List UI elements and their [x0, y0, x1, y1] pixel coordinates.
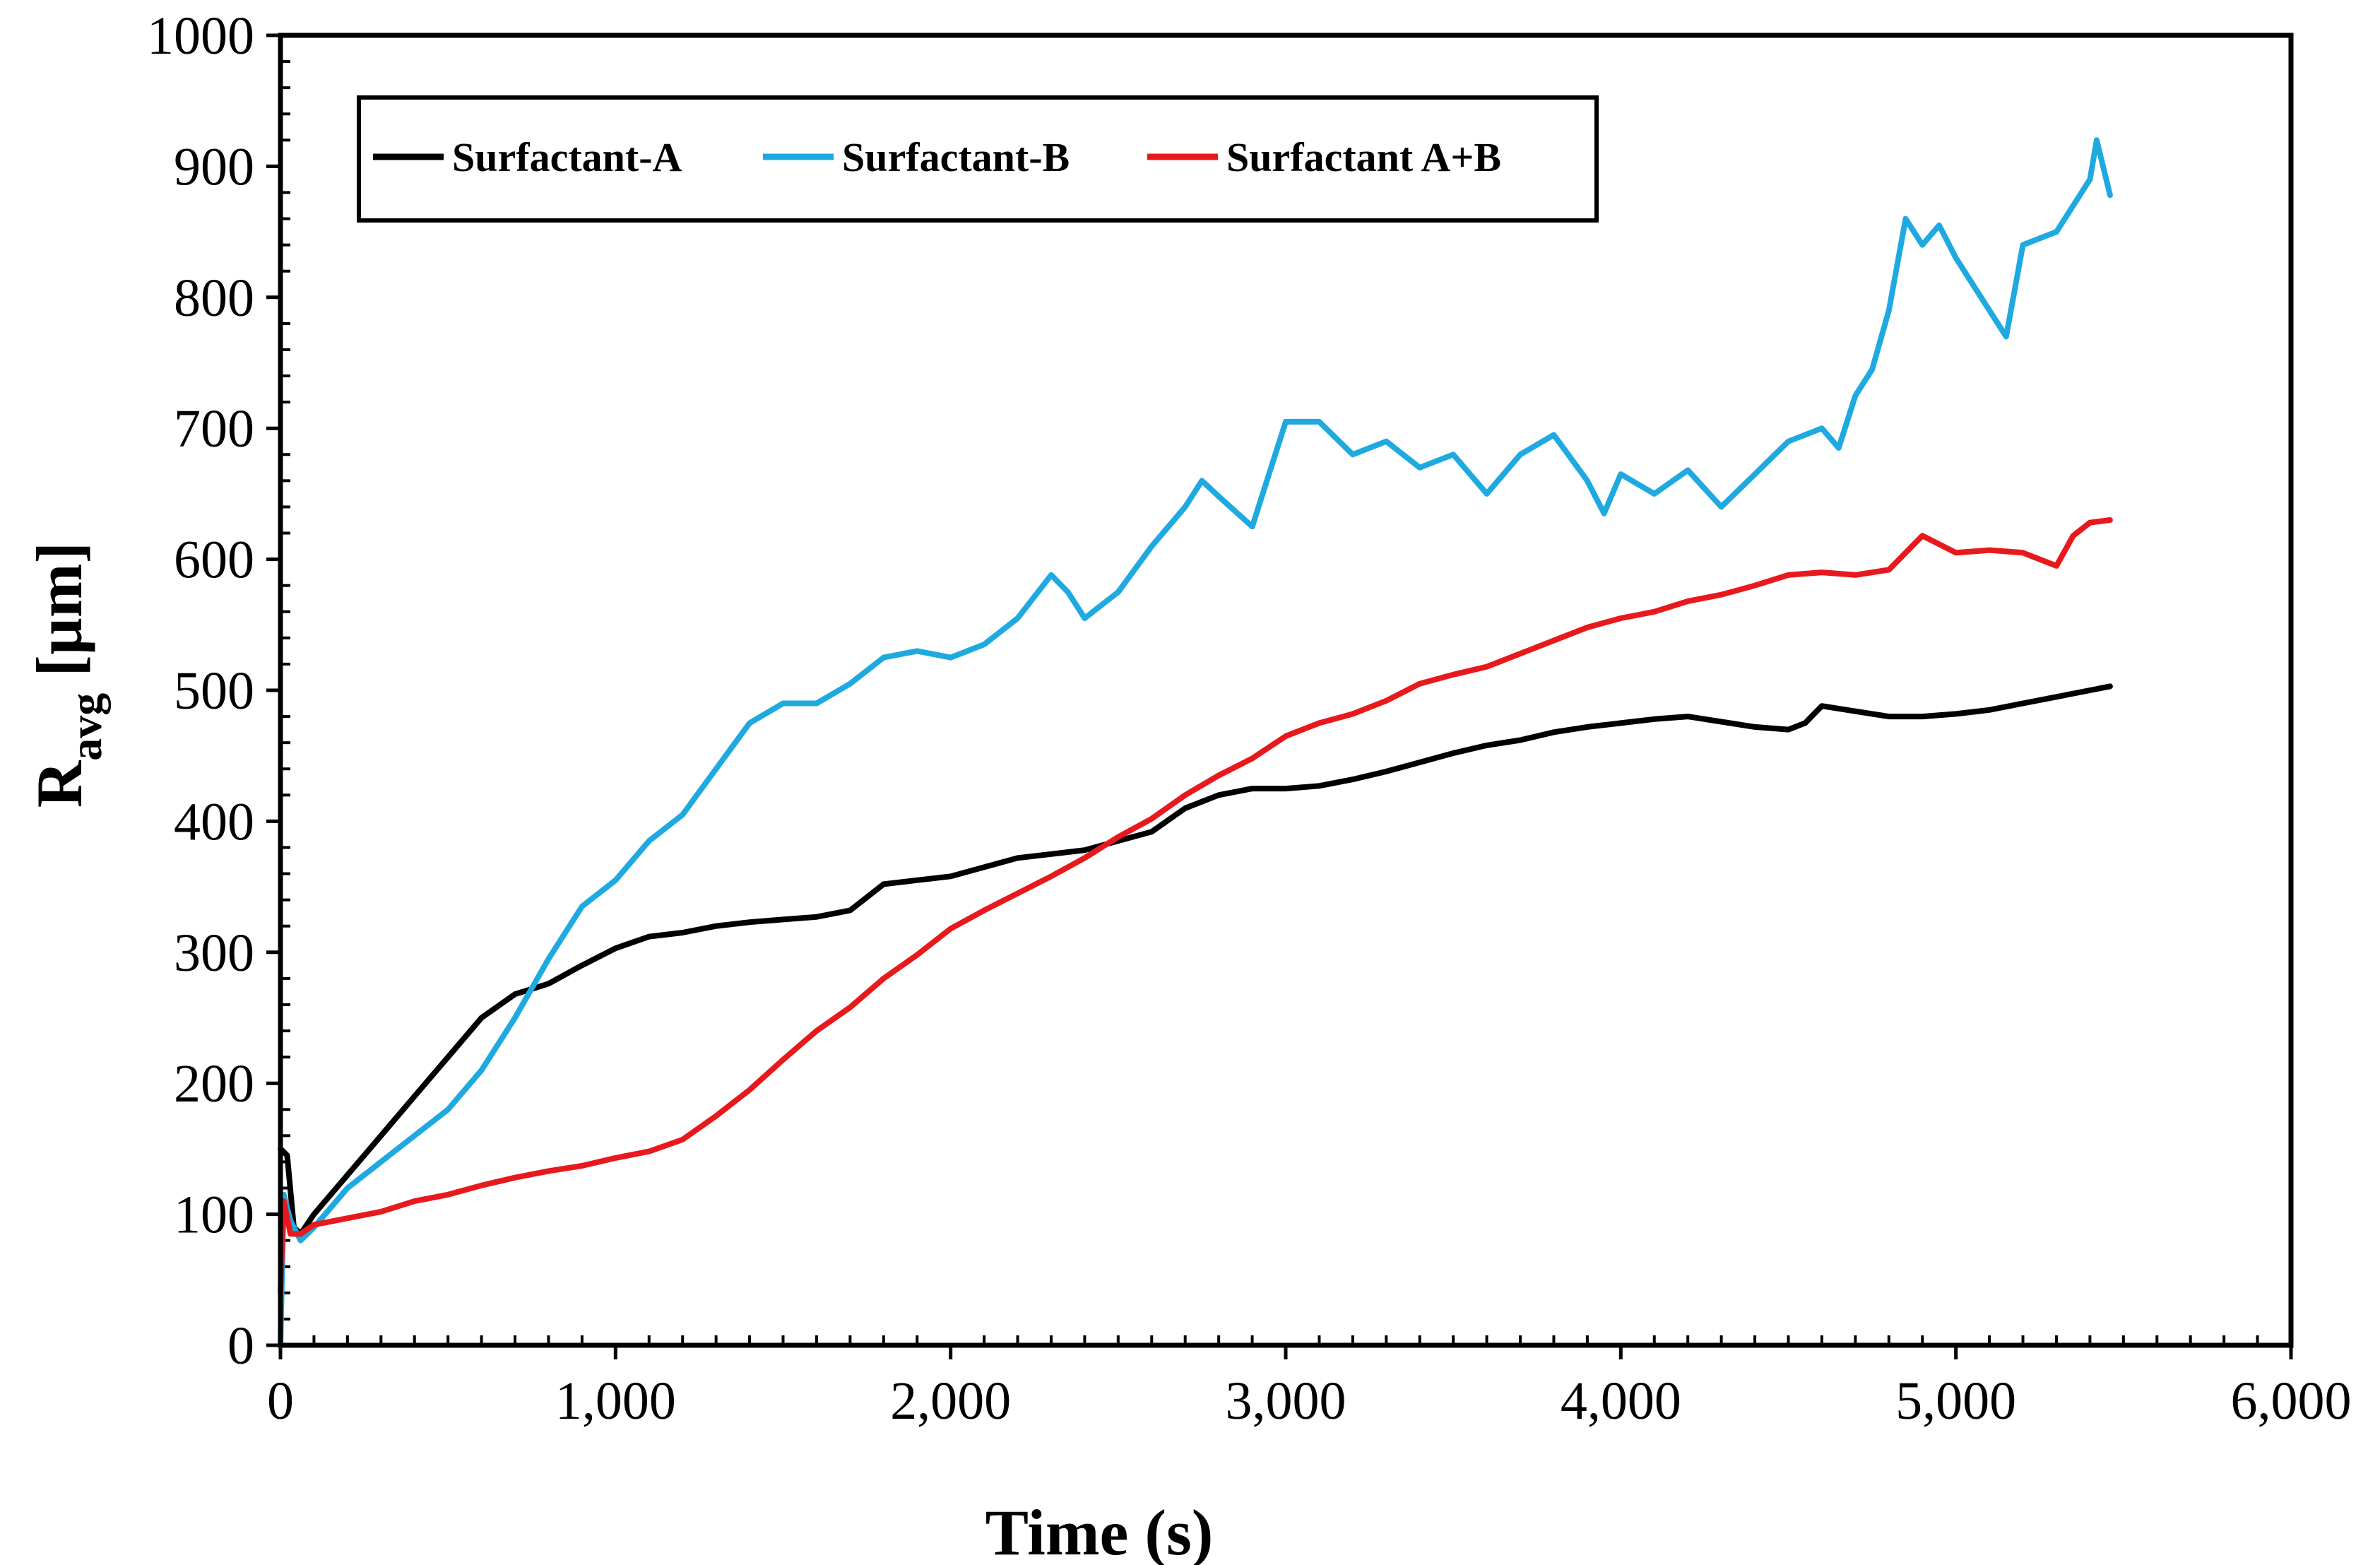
y-axis-title-main: R: [23, 760, 95, 808]
series-line-surfactant-b: [278, 137, 2113, 1348]
y-tick-label: 0: [227, 1316, 254, 1376]
x-tick-label: 1,000: [555, 1371, 676, 1431]
legend-label-surfactant-a: Surfactant-A: [452, 134, 682, 180]
plot-area-frame: [278, 33, 2294, 1348]
series-line-surfactant-a-b: [278, 517, 2113, 1296]
y-tick-label: 400: [174, 792, 254, 851]
x-tick-labels: 0 1,000 2,000 3,000 4,000 5,000 6,000: [267, 1371, 2352, 1431]
series-lines: [278, 137, 2113, 1348]
y-tick-label: 300: [174, 923, 254, 983]
y-axis-title-subscript: avg: [61, 693, 111, 761]
y-tick-label: 1000: [147, 6, 254, 66]
x-tick-label: 4,000: [1561, 1371, 1681, 1431]
y-tick-label: 200: [174, 1054, 254, 1114]
series-line-surfactant-a: [278, 683, 2113, 1237]
y-axis-title: Ravg [µm]: [23, 542, 111, 808]
y-tick-labels: 0 100 200 300 400 500 600 700 800 900 1000: [147, 6, 254, 1376]
x-tick-label: 5,000: [1895, 1371, 2016, 1431]
x-tick-label: 3,000: [1226, 1371, 1346, 1431]
y-tick-label: 700: [174, 399, 254, 459]
y-axis-title-unit: [µm]: [23, 542, 95, 693]
x-tick-label: 0: [267, 1371, 294, 1431]
x-tick-label: 6,000: [2231, 1371, 2352, 1431]
legend-label-surfactant-b: Surfactant-B: [842, 134, 1070, 180]
y-tick-label: 600: [174, 531, 254, 590]
y-tick-label: 100: [174, 1186, 254, 1245]
x-tick-label: 2,000: [890, 1371, 1011, 1431]
y-tick-label: 900: [174, 137, 254, 196]
x-axis-title: Time (s): [985, 1496, 1214, 1565]
legend: Surfactant-A Surfactant-B Surfactant A+B: [357, 95, 1599, 223]
y-tick-label: 500: [174, 661, 254, 721]
y-tick-label: 800: [174, 268, 254, 328]
legend-box: [357, 95, 1599, 223]
legend-label-surfactant-a-b: Surfactant A+B: [1226, 134, 1501, 180]
